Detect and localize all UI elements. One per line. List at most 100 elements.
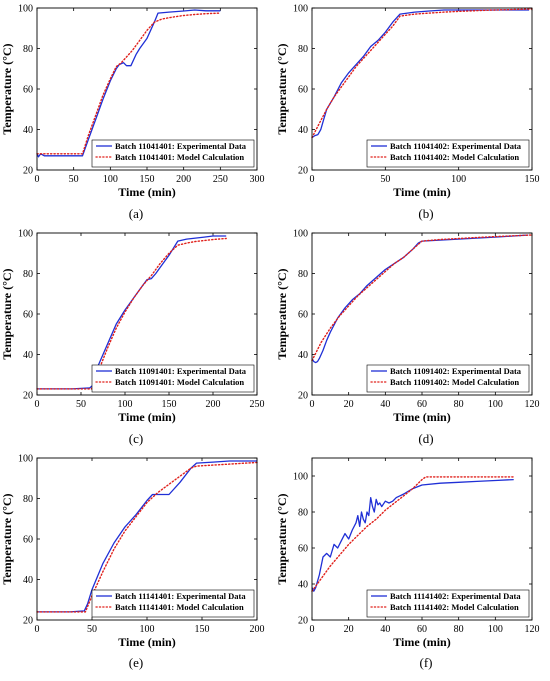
legend-label: Batch 11141401: Model Calculation — [115, 602, 244, 612]
legend-label: Batch 11141402: Model Calculation — [390, 602, 519, 612]
plot-frame — [311, 457, 533, 621]
plot-frame — [311, 232, 533, 396]
x-tick-label: 50 — [69, 174, 79, 185]
legend-box — [366, 589, 530, 618]
y-tick-label: 80 — [23, 269, 33, 280]
panel-caption: (e) — [128, 655, 144, 670]
panel-caption: (c) — [128, 431, 144, 446]
x-tick-label: 80 — [454, 624, 464, 635]
y-tick-label: 80 — [23, 44, 33, 55]
series-line-experimental — [37, 460, 257, 613]
legend-box — [91, 364, 255, 393]
legend-label: Batch 11141401: Experimental Data — [115, 591, 246, 601]
y-tick-label: 40 — [298, 580, 308, 591]
series-line-model — [36, 461, 258, 613]
y-tick-label: 60 — [298, 544, 308, 555]
x-tick-label: 50 — [380, 174, 390, 185]
x-tick-label: 200 — [176, 174, 191, 185]
legend-box — [366, 139, 530, 168]
y-tick-label: 60 — [23, 535, 33, 546]
legend-label: Batch 11091402: Experimental Data — [390, 366, 522, 376]
y-axis-label: Temperature (°C) — [275, 43, 289, 134]
panel-caption: (f) — [419, 655, 433, 670]
x-axis-label: Time (min) — [393, 635, 450, 649]
y-tick-label: 20 — [23, 391, 33, 402]
x-tick-label: 80 — [454, 399, 464, 410]
series-line-experimental — [311, 234, 529, 364]
y-tick-label: 100 — [293, 4, 308, 15]
x-tick-label: 50 — [87, 624, 97, 635]
panel-caption: (d) — [418, 431, 434, 446]
x-tick-label: 0 — [35, 399, 40, 410]
x-tick-label: 150 — [525, 174, 540, 185]
series-line-model — [311, 8, 533, 139]
x-tick-label: 0 — [310, 399, 315, 410]
y-tick-label: 20 — [298, 391, 308, 402]
x-tick-label: 60 — [417, 399, 427, 410]
x-axis-label: Time (min) — [118, 185, 175, 199]
panel-caption: (b) — [418, 206, 434, 221]
legend-box — [366, 364, 530, 393]
y-tick-label: 60 — [298, 85, 308, 96]
x-tick-label: 60 — [417, 624, 427, 635]
x-tick-label: 20 — [344, 399, 354, 410]
x-tick-label: 300 — [250, 174, 265, 185]
y-tick-label: 80 — [298, 44, 308, 55]
series-line-model — [36, 12, 222, 155]
y-tick-label: 100 — [293, 229, 308, 240]
x-tick-label: 0 — [310, 624, 315, 635]
plot-frame — [36, 7, 258, 171]
x-tick-label: 150 — [162, 399, 177, 410]
x-tick-label: 0 — [310, 174, 315, 185]
x-axis-label: Time (min) — [118, 410, 175, 424]
y-tick-label: 100 — [18, 454, 33, 465]
y-axis-label: Temperature (°C) — [0, 43, 14, 134]
x-tick-label: 100 — [488, 624, 503, 635]
x-tick-label: 100 — [488, 399, 503, 410]
x-tick-label: 200 — [206, 399, 221, 410]
x-tick-label: 120 — [525, 624, 540, 635]
plot-frame — [36, 232, 258, 396]
y-tick-label: 80 — [23, 494, 33, 505]
series-line-experimental — [311, 9, 530, 139]
legend-box — [91, 589, 255, 618]
y-tick-label: 20 — [23, 616, 33, 627]
x-tick-label: 100 — [103, 174, 118, 185]
x-tick-label: 150 — [140, 174, 155, 185]
x-axis-label: Time (min) — [393, 410, 450, 424]
y-tick-label: 100 — [18, 4, 33, 15]
y-tick-label: 20 — [23, 166, 33, 177]
x-tick-label: 200 — [250, 624, 265, 635]
legend-label: Batch 11041402: Model Calculation — [390, 152, 519, 162]
y-tick-label: 80 — [298, 269, 308, 280]
y-tick-label: 40 — [23, 575, 33, 586]
y-tick-label: 60 — [23, 85, 33, 96]
series-line-experimental — [311, 478, 514, 592]
legend-label: Batch 11041401: Experimental Data — [115, 141, 247, 151]
y-axis-label: Temperature (°C) — [0, 268, 14, 359]
x-axis-label: Time (min) — [118, 635, 175, 649]
y-tick-label: 100 — [293, 472, 308, 483]
x-tick-label: 40 — [380, 624, 390, 635]
y-axis-label: Temperature (°C) — [275, 493, 289, 584]
y-axis-label: Temperature (°C) — [275, 268, 289, 359]
series-line-model — [311, 234, 533, 362]
y-tick-label: 20 — [298, 616, 308, 627]
x-tick-label: 120 — [525, 399, 540, 410]
series-line-model — [36, 237, 227, 390]
legend-label: Batch 11141402: Experimental Data — [390, 591, 521, 601]
legend-label: Batch 11091401: Experimental Data — [115, 366, 247, 376]
x-tick-label: 150 — [195, 624, 210, 635]
x-tick-label: 100 — [140, 624, 155, 635]
panel-caption: (a) — [128, 206, 144, 221]
series-line-experimental — [36, 9, 221, 158]
y-tick-label: 80 — [298, 508, 308, 519]
y-tick-label: 20 — [298, 166, 308, 177]
y-tick-label: 40 — [298, 125, 308, 136]
y-axis-label: Temperature (°C) — [0, 493, 14, 584]
